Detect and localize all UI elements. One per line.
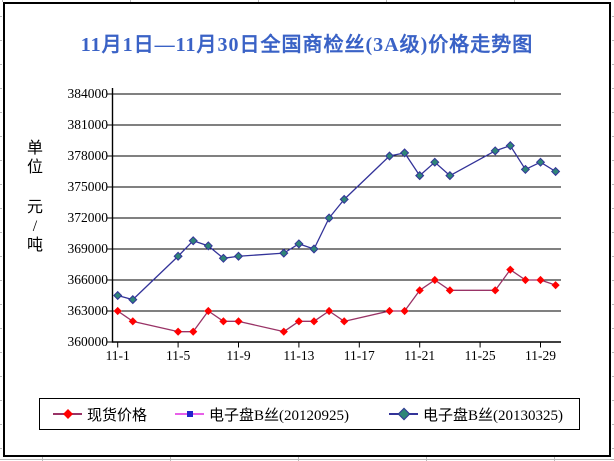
square-marker-icon — [186, 411, 193, 417]
x-axis-tick-label: 11-21 — [404, 348, 436, 363]
data-point-marker — [324, 213, 334, 223]
data-point-marker — [218, 253, 229, 263]
data-point-marker — [521, 275, 530, 285]
data-point-marker — [400, 306, 409, 316]
line-sample — [389, 407, 419, 421]
line-sample — [175, 411, 205, 417]
data-point-marker — [415, 171, 425, 181]
data-point-marker — [189, 327, 198, 336]
x-axis-tick-label: 11-5 — [165, 348, 191, 363]
data-point-marker — [325, 306, 334, 316]
x-axis-tick-label: 11-13 — [283, 348, 315, 363]
y-axis-tick-label: 369000 — [67, 241, 109, 256]
data-point-marker — [128, 295, 138, 305]
y-axis-tick-label: 360000 — [67, 334, 109, 349]
y-axis-tick-label: 372000 — [67, 210, 109, 225]
data-point-marker — [279, 248, 289, 258]
spreadsheet-gridline-stubs-left — [0, 16, 2, 456]
data-point-marker — [505, 141, 515, 151]
data-point-marker — [490, 146, 500, 156]
x-axis-tick-label: 11-1 — [105, 348, 130, 363]
data-point-marker — [385, 306, 394, 316]
legend-item-b-silk-20130325: 电子盘B丝(20130325) — [389, 404, 563, 425]
data-point-marker — [188, 236, 198, 246]
data-point-marker — [415, 286, 424, 295]
diamond-marker-icon — [397, 407, 410, 421]
data-point-marker — [294, 239, 304, 249]
legend-label: 电子盘B丝(20120925) — [209, 407, 350, 424]
legend-item-b-silk-20120925: 电子盘B丝(20120925) — [175, 404, 349, 425]
unit-label-char: 吨 — [26, 237, 43, 254]
data-point-marker — [233, 251, 244, 261]
data-point-marker — [339, 194, 349, 205]
y-axis-tick-label: 378000 — [67, 148, 109, 163]
x-axis-tick-label: 11-25 — [464, 348, 496, 363]
unit-label-char: / — [32, 218, 38, 235]
diamond-marker-icon — [62, 409, 73, 419]
data-point-marker — [399, 148, 410, 158]
chart-title: 11月1日—11月30日全国商检丝(3A级)价格走势图 — [80, 34, 534, 56]
data-point-marker — [384, 151, 395, 161]
data-point-marker — [174, 327, 183, 336]
data-point-marker — [340, 317, 349, 326]
data-point-marker — [173, 251, 183, 261]
data-point-marker — [219, 317, 228, 326]
y-axis-unit-label: 单位元 / 吨 — [22, 139, 48, 255]
data-point-marker — [536, 275, 545, 285]
data-point-marker — [234, 317, 243, 326]
y-axis-tick-label: 381000 — [67, 117, 109, 132]
data-point-marker — [445, 286, 454, 295]
data-point-marker — [113, 290, 123, 301]
data-point-marker — [279, 327, 288, 336]
data-point-marker — [491, 286, 500, 295]
y-axis-tick-label: 375000 — [67, 179, 109, 194]
data-point-marker — [309, 317, 319, 326]
data-point-marker — [204, 306, 213, 316]
line-sample — [53, 409, 82, 419]
series-line-3 — [117, 145, 556, 301]
data-point-marker — [506, 265, 515, 274]
x-axis-tick-label: 11-29 — [525, 348, 556, 363]
chart-frame — [3, 2, 611, 457]
data-point-marker — [294, 317, 303, 326]
data-point-marker — [445, 171, 455, 181]
data-point-marker — [430, 275, 439, 285]
x-axis-tick-label: 11-9 — [226, 348, 251, 363]
spreadsheet-gridline-stubs-right — [612, 16, 614, 456]
series-line-1 — [117, 269, 556, 333]
y-axis-tick-label: 363000 — [67, 303, 109, 318]
data-point-marker — [520, 164, 531, 175]
legend-item-spot-price: 现货价格 — [53, 404, 147, 425]
data-point-marker — [551, 281, 560, 290]
spreadsheet-gridline-stubs-top — [0, 0, 614, 2]
legend: 现货价格 电子盘B丝(20120925) 电子盘B丝(20130325) — [39, 398, 580, 430]
x-axis-tick-label: 11-17 — [343, 348, 375, 363]
unit-label-char: 元 — [26, 199, 43, 216]
unit-label-char: 位 — [26, 159, 43, 176]
legend-label: 现货价格 — [87, 407, 148, 424]
data-point-marker — [113, 306, 122, 316]
data-point-marker — [128, 317, 137, 326]
data-point-marker — [203, 241, 213, 251]
data-point-marker — [309, 244, 319, 254]
data-point-marker — [550, 166, 561, 177]
y-axis-tick-label: 384000 — [67, 86, 109, 101]
data-point-marker — [430, 157, 440, 167]
legend-label: 电子盘B丝(20130325) — [423, 407, 564, 424]
unit-label-char: 单 — [26, 140, 43, 157]
data-point-marker — [535, 157, 546, 167]
spreadsheet-gridline-stubs-bottom — [0, 457, 614, 461]
y-axis-tick-label: 366000 — [67, 272, 109, 287]
